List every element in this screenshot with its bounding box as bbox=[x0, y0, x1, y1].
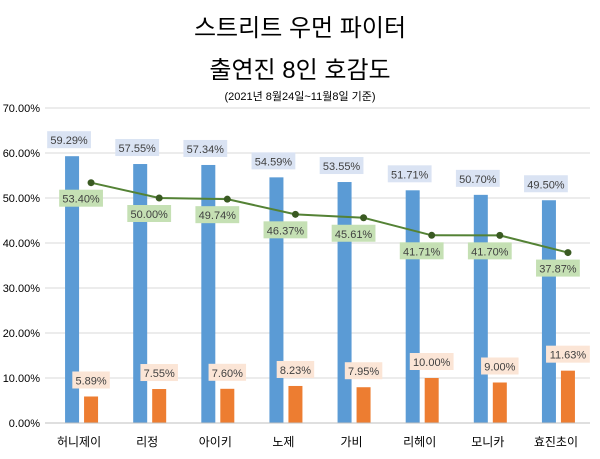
line-label: 49.74% bbox=[199, 210, 237, 222]
bar-blue bbox=[473, 194, 488, 423]
line-point bbox=[155, 194, 163, 202]
line-point bbox=[360, 214, 368, 222]
bar-blue bbox=[65, 156, 80, 423]
bar-orange bbox=[84, 396, 99, 423]
x-tick-label: 아이키 bbox=[199, 435, 232, 449]
x-tick-label: 효진초이 bbox=[534, 435, 578, 449]
x-tick-label: 모니카 bbox=[471, 435, 504, 449]
line-series bbox=[90, 181, 569, 254]
line-label-bg bbox=[536, 259, 580, 277]
y-tick-label: 60.00% bbox=[3, 148, 41, 160]
bar-orange bbox=[220, 388, 235, 423]
bar-blue-label-bg bbox=[387, 165, 432, 183]
bar-orange-label: 7.55% bbox=[144, 368, 175, 380]
line-label: 41.71% bbox=[403, 246, 441, 258]
bar-orange-label: 5.89% bbox=[75, 375, 106, 387]
line-label-bg bbox=[127, 205, 172, 222]
chart-subtitle: 출연진 8인 호감도 bbox=[209, 57, 391, 84]
y-tick-label: 30.00% bbox=[3, 283, 41, 295]
line-label-bg bbox=[195, 206, 240, 224]
y-tick-label: 0.00% bbox=[9, 418, 40, 430]
line-label: 41.70% bbox=[471, 246, 509, 258]
bar-orange-label: 8.23% bbox=[280, 365, 311, 377]
chart-title: 스트리트 우먼 파이터 bbox=[193, 15, 407, 42]
bar-orange-label-bg bbox=[276, 360, 315, 378]
bar-blue-label-bg bbox=[455, 169, 500, 187]
line-point bbox=[428, 231, 436, 239]
line-label: 50.00% bbox=[131, 209, 169, 221]
bar-orange-label: 7.95% bbox=[348, 366, 379, 378]
bar-orange-label-bg bbox=[481, 357, 519, 375]
bar-blue-label: 57.55% bbox=[119, 143, 157, 155]
bar-orange-label-bg bbox=[546, 345, 590, 363]
bar-blue-label: 50.70% bbox=[459, 174, 497, 186]
bar-blue bbox=[405, 190, 420, 423]
line-point bbox=[496, 231, 504, 239]
bar-blue-label-bg bbox=[47, 131, 91, 149]
bar-blue-label: 53.55% bbox=[323, 161, 361, 173]
bar-orange-label-bg bbox=[344, 362, 383, 380]
y-tick-label: 10.00% bbox=[3, 373, 41, 385]
bar-blue bbox=[269, 177, 284, 423]
bar-orange-label-bg bbox=[140, 364, 178, 382]
bar-blue-label-bg bbox=[183, 139, 228, 157]
bar-blue bbox=[133, 164, 148, 423]
x-tick-label: 노제 bbox=[272, 435, 294, 449]
line-label-bg bbox=[331, 224, 376, 242]
bar-blue bbox=[201, 164, 216, 423]
y-tick-label: 70.00% bbox=[3, 103, 41, 115]
line-point bbox=[291, 210, 299, 218]
line-label: 45.61% bbox=[335, 229, 373, 241]
y-tick-label: 50.00% bbox=[3, 193, 41, 205]
line-label-bg bbox=[467, 242, 512, 260]
bar-blue-label-bg bbox=[524, 175, 568, 193]
bar-orange-label-bg bbox=[208, 363, 247, 381]
bar-blue-label-bg bbox=[251, 152, 296, 170]
bar-orange bbox=[424, 378, 439, 423]
bar-blue-label: 54.59% bbox=[255, 156, 293, 168]
bar-orange bbox=[560, 370, 575, 423]
bar-blue-label: 49.50% bbox=[527, 179, 565, 191]
line-label: 53.40% bbox=[62, 194, 100, 206]
line-label-bg bbox=[59, 189, 103, 207]
x-tick-label: 리헤이 bbox=[403, 435, 436, 449]
bar-orange-label: 9.00% bbox=[484, 362, 515, 374]
bar-blue bbox=[337, 182, 352, 423]
line-point bbox=[564, 249, 572, 257]
y-tick-label: 20.00% bbox=[3, 328, 41, 340]
line-label-bg bbox=[399, 242, 444, 260]
bar-orange-label-bg bbox=[409, 353, 454, 370]
x-tick-label: 리정 bbox=[136, 435, 158, 449]
bar-blue bbox=[541, 200, 556, 423]
bar-blue-label-bg bbox=[115, 139, 160, 157]
bar-blue-label: 59.29% bbox=[50, 135, 88, 147]
bar-orange-label: 10.00% bbox=[413, 357, 451, 369]
line-label-bg bbox=[263, 221, 308, 239]
bar-blue-label-bg bbox=[319, 157, 364, 175]
bar-orange bbox=[152, 389, 167, 423]
line-label: 37.87% bbox=[539, 264, 577, 276]
bar-orange bbox=[492, 382, 507, 423]
bar-orange-label-bg bbox=[72, 371, 110, 389]
bar-blue-label: 57.34% bbox=[187, 144, 225, 156]
x-tick-label: 허니제이 bbox=[57, 435, 101, 449]
line-point bbox=[87, 179, 95, 187]
bar-blue-label: 51.71% bbox=[391, 169, 429, 181]
line-label: 46.37% bbox=[267, 225, 305, 237]
bar-orange bbox=[288, 385, 303, 423]
line-point bbox=[223, 195, 231, 203]
chart-note: (2021년 8월24일~11월8일 기준) bbox=[224, 91, 376, 103]
bar-orange-label: 11.63% bbox=[550, 350, 587, 362]
x-tick-label: 가비 bbox=[341, 435, 363, 449]
bar-orange-label: 7.60% bbox=[212, 368, 243, 380]
bar-orange bbox=[356, 387, 371, 423]
y-tick-label: 40.00% bbox=[3, 238, 41, 250]
